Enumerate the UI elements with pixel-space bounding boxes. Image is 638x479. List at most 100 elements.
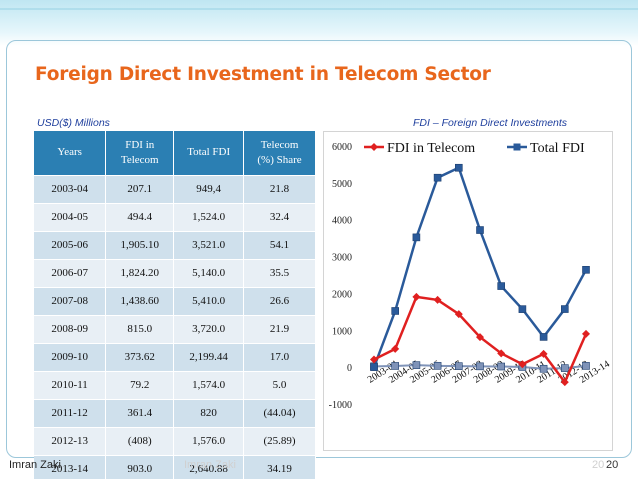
y-tick-label: 0 [347,363,352,374]
data-point [561,305,569,313]
cell-fdi-telecom: 361.4 [105,398,175,427]
table-row: 2008-09 815.0 3,720.0 21.9 [34,314,316,343]
cell-share: 21.8 [243,174,316,203]
data-point [539,333,548,341]
footer-author-watermark: Imran Zaki [184,459,236,471]
table-row: 2006-07 1,824.20 5,140.0 35.5 [34,258,316,287]
cell-total-fdi: 1,524.0 [173,202,245,231]
cell-year: 2012-13 [34,426,107,455]
header-fdi-telecom: FDI in Telecom [105,131,175,175]
abbreviation-note: FDI – Foreign Direct Investments [413,117,568,129]
cell-total-fdi: 1,574.0 [173,370,245,399]
table-header-row: Years FDI in Telecom Total FDI Telecom (%)… [34,131,316,175]
table-row: 2010-11 79.2 1,574.0 5.0 [34,370,316,399]
cell-fdi-telecom: 1,905.10 [105,230,175,259]
cell-total-fdi: 2,199.44 [173,342,245,371]
cell-total-fdi: 1,576.0 [173,426,245,455]
legend-label: Total FDI [530,141,585,156]
cell-year: 2003-04 [34,174,107,203]
table-row: 2007-08 1,438.60 5,410.0 26.6 [34,286,316,315]
cell-share: (25.89) [243,426,316,455]
table-row: 2005-06 1,905.10 3,521.0 54.1 [34,230,316,259]
data-point [412,233,421,242]
y-tick-label: 2000 [332,289,352,300]
cell-fdi-telecom: 207.1 [105,174,175,203]
cell-share: 21.9 [243,314,316,343]
data-point [476,226,484,234]
legend-label: FDI in Telecom [387,141,475,156]
cell-year: 2011-12 [34,398,107,427]
header-total-fdi: Total FDI [173,131,245,175]
data-point [454,310,463,319]
table-row: 2011-12 361.4 820 (44.04) [34,398,316,427]
cell-year: 2007-08 [34,286,107,315]
cell-share: 34.19 [243,454,316,479]
data-point [370,363,378,371]
data-point [455,362,463,370]
y-tick-label: 4000 [332,216,352,227]
data-point [518,305,527,313]
cell-share: 35.5 [243,258,316,287]
data-point [560,378,569,387]
slide-frame [6,40,632,458]
data-point [497,362,505,371]
data-point [412,361,421,369]
data-point [561,364,569,372]
legend-marker [370,143,378,151]
data-point [476,333,484,342]
cell-fdi-telecom: 79.2 [105,370,175,399]
data-point [582,362,590,370]
data-point [370,355,378,364]
cell-total-fdi: 5,140.0 [173,258,245,287]
cell-fdi-telecom: (408) [105,426,175,455]
data-point [582,266,590,274]
legend-marker [513,143,521,151]
data-point [539,349,548,358]
y-tick-label: 5000 [332,179,352,190]
data-point [391,344,400,353]
cell-fdi-telecom: 1,438.60 [105,286,175,315]
cell-year: 2009-10 [34,342,107,371]
cell-year: 2013-14 [34,454,107,479]
cell-share: 54.1 [243,230,316,259]
y-tick-label: 6000 [332,142,352,153]
data-point [412,292,421,301]
y-tick-label: 1000 [332,326,352,337]
cell-total-fdi: 3,521.0 [173,230,245,259]
page-number-ghost: 20 [592,459,605,471]
cell-fdi-telecom: 494.4 [105,202,175,231]
cell-total-fdi: 2,640.88 [173,454,245,479]
data-point [539,364,548,373]
data-point [433,362,442,370]
cell-year: 2004-05 [34,202,107,231]
units-note: USD($) Millions [37,117,110,129]
cell-share: (44.04) [243,398,316,427]
table-row: 2013-14 903.0 2,640.88 34.19 [34,454,316,479]
cell-total-fdi: 949,4 [173,174,245,203]
data-point [391,307,399,315]
data-point [433,295,442,304]
fdi-table: Years FDI in Telecom Total FDI Telecom (%)… [34,131,316,479]
cell-fdi-telecom: 1,824.20 [105,258,175,287]
table-row: 2004-05 494.4 1,524.0 32.4 [34,202,316,231]
cell-share: 5.0 [243,370,316,399]
cell-share: 26.6 [243,286,316,315]
footer-author: Imran Zaki [9,459,61,471]
data-point [391,362,399,370]
data-point [476,362,484,371]
cell-fdi-telecom: 903.0 [105,454,175,479]
fdi-line-chart: 6000 5000 4000 3000 2000 1000 0 -1000 2003-04 200… [323,131,613,451]
cell-year: 2008-09 [34,314,107,343]
cell-year: 2006-07 [34,258,107,287]
table-row: 2009-10 373.62 2,199.44 17.0 [34,342,316,371]
cell-year: 2005-06 [34,230,107,259]
cell-year: 2010-11 [34,370,107,399]
cell-total-fdi: 3,720.0 [173,314,245,343]
header-years: Years [34,131,107,175]
data-point [455,163,463,172]
slide-title: Foreign Direct Investment in Telecom Sec… [35,64,491,85]
cell-total-fdi: 820 [173,398,245,427]
data-point [518,360,527,369]
table-row: 2012-13 (408) 1,576.0 (25.89) [34,426,316,455]
data-point [497,282,505,290]
